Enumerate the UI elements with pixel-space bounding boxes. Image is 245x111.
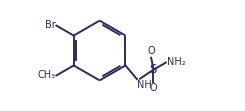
Text: O: O xyxy=(150,83,157,93)
Text: S: S xyxy=(150,63,157,76)
Text: O: O xyxy=(147,47,155,56)
Text: NH₂: NH₂ xyxy=(167,57,185,67)
Text: CH₃: CH₃ xyxy=(37,70,55,80)
Text: Br: Br xyxy=(45,20,55,30)
Text: NH: NH xyxy=(137,80,152,90)
